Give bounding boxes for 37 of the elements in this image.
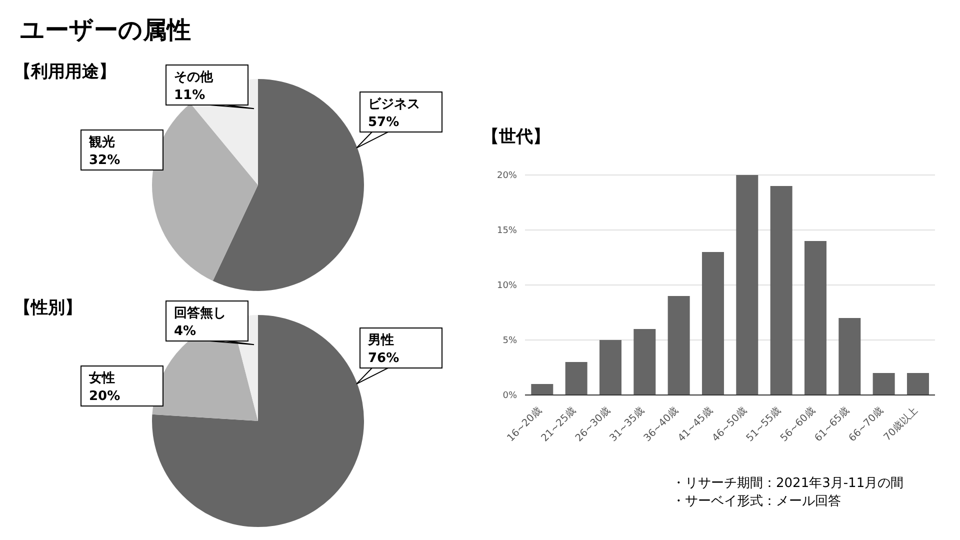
chart-title: 【世代】 bbox=[482, 126, 550, 148]
bar bbox=[906, 373, 929, 395]
bar bbox=[736, 175, 758, 395]
bar bbox=[634, 329, 656, 395]
data-label: 20% bbox=[89, 389, 120, 404]
data-label: 4% bbox=[174, 324, 196, 339]
y-tick-label: 15% bbox=[496, 226, 518, 236]
slice-label: ビジネス bbox=[368, 97, 420, 112]
y-tick-label: 10% bbox=[496, 281, 518, 292]
data-label: 76% bbox=[368, 351, 400, 366]
slice-label: 回答無し bbox=[174, 306, 226, 321]
bar bbox=[565, 362, 588, 395]
pie-slice bbox=[152, 103, 258, 281]
data-label: 57% bbox=[368, 115, 400, 130]
bar bbox=[838, 318, 861, 395]
bar bbox=[804, 241, 826, 395]
bar bbox=[702, 252, 724, 395]
y-tick-label: 0% bbox=[502, 391, 518, 402]
slice-label: 観光 bbox=[88, 135, 115, 150]
chart-subtitle: 【利用用途】 bbox=[14, 61, 116, 83]
text: ・サーベイ形式：メール回答 bbox=[672, 493, 842, 511]
bar bbox=[770, 186, 792, 395]
slice-label: 男性 bbox=[367, 333, 394, 348]
text: ・リサーチ期間：2021年3月-11月の間 bbox=[672, 475, 904, 493]
pie-slice bbox=[212, 79, 364, 291]
bar bbox=[872, 373, 895, 395]
data-label: 11% bbox=[174, 88, 206, 103]
bar bbox=[531, 384, 554, 395]
bar bbox=[668, 296, 690, 395]
chart-title: 【性別】 bbox=[14, 297, 82, 319]
y-tick-label: 5% bbox=[502, 336, 518, 346]
chart-title: ユーザーの属性 bbox=[20, 15, 191, 46]
data-label: 32% bbox=[89, 153, 120, 168]
slice-label: 女性 bbox=[88, 371, 115, 386]
slice-label: その他 bbox=[174, 70, 214, 85]
bar bbox=[599, 340, 622, 395]
y-tick-label: 20% bbox=[496, 171, 518, 182]
